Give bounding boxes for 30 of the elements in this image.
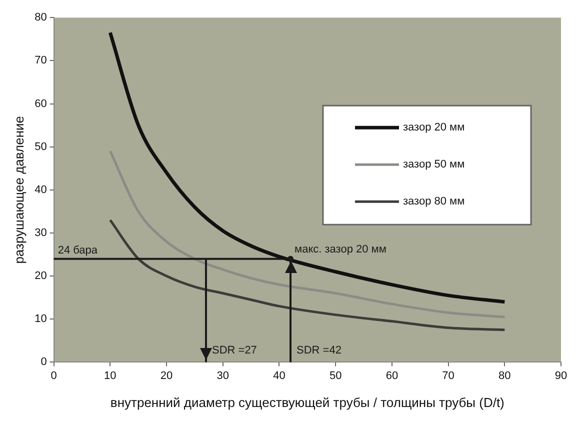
y-tick-label: 20 [34, 270, 47, 282]
y-tick-label: 0 [40, 356, 47, 368]
ref-line-label: SDR =27 [212, 344, 257, 357]
x-tick-label: 70 [442, 370, 454, 382]
ref-line-label: SDR =42 [296, 344, 342, 357]
x-axis-title: внутренний диаметр существующей трубы / толщины трубы (D/t) [110, 394, 504, 410]
x-tick-label: 40 [273, 370, 286, 382]
x-tick-label: 30 [216, 370, 230, 382]
legend-label: зазор 80 мм [403, 196, 465, 208]
y-tick-label: 30 [34, 227, 47, 240]
y-tick-label: 80 [34, 12, 47, 24]
x-tick-label: 90 [554, 370, 568, 382]
x-tick-label: 20 [160, 370, 173, 382]
x-tick-label: 10 [104, 370, 116, 382]
y-tick-label: 40 [34, 184, 47, 196]
legend-label: зазор 50 мм [403, 158, 465, 171]
y-tick-label: 60 [34, 98, 47, 110]
annotation: макс. зазор 20 мм [294, 243, 386, 256]
y-tick-label: 70 [34, 54, 47, 67]
legend-label: зазор 20 мм [403, 122, 465, 134]
x-tick-label: 0 [50, 370, 57, 382]
x-tick-label: 50 [329, 370, 342, 382]
x-tick-label: 80 [498, 370, 511, 382]
line-series [108, 218, 506, 332]
y-tick-label: 50 [34, 140, 47, 153]
ref-line-label: 24 бара [58, 244, 98, 256]
y-tick-label: 10 [34, 313, 47, 326]
line-series [108, 150, 506, 318]
x-tick-label: 60 [386, 370, 398, 382]
y-axis-title: разрушающее давление [11, 116, 26, 264]
